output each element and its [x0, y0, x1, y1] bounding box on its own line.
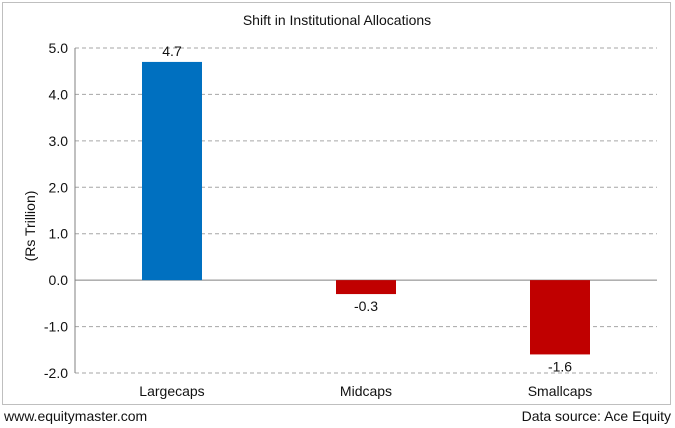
bar [530, 280, 590, 355]
y-ticks: 5.0 4.0 3.0 2.0 1.0 0.0 -1.0 -2.0 [44, 40, 68, 381]
data-label: 4.7 [162, 43, 182, 59]
data-labels: 4.7 -0.3 -1.6 [162, 43, 572, 374]
y-tick-label: -2.0 [44, 365, 68, 381]
y-tick-label: 1.0 [49, 226, 69, 242]
y-tick-label: 3.0 [49, 133, 69, 149]
data-source-note: Data source: Ace Equity [521, 408, 671, 424]
bar [336, 280, 396, 295]
chart-title: Shift in Institutional Allocations [243, 12, 431, 28]
chart-frame [2, 2, 671, 405]
website-credit: www.equitymaster.com [4, 408, 148, 424]
x-tick-label: Largecaps [139, 383, 204, 399]
y-tick-label: 5.0 [49, 40, 69, 56]
bars [142, 61, 590, 355]
x-tick-labels: Largecaps Midcaps Smallcaps [139, 383, 592, 399]
data-label: -0.3 [354, 298, 378, 314]
x-tick-label: Smallcaps [528, 383, 593, 399]
y-tick-label: -1.0 [44, 319, 68, 335]
data-label: -1.6 [548, 358, 572, 374]
y-tick-label: 0.0 [49, 272, 69, 288]
x-tick-label: Midcaps [340, 383, 392, 399]
y-tick-label: 4.0 [49, 86, 69, 102]
y-axis-label: (Rs Trillion) [22, 191, 38, 262]
y-tick-label: 2.0 [49, 179, 69, 195]
bar [142, 61, 202, 281]
